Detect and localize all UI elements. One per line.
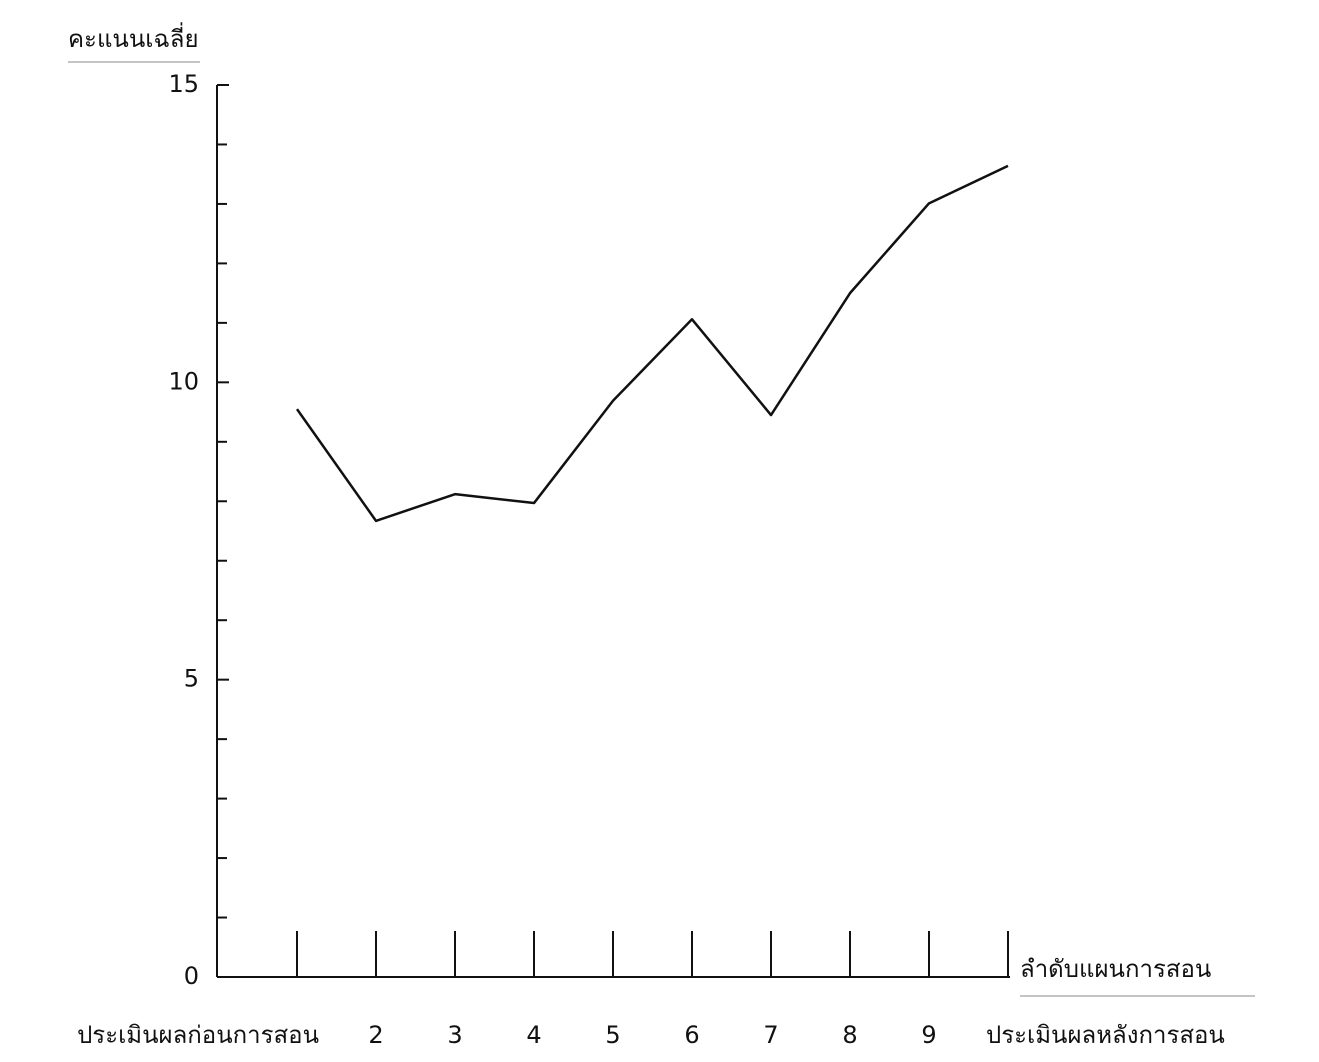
x-tick-label: 5 (605, 1021, 620, 1049)
line (295, 164, 1009, 523)
x-tick-label: 2 (368, 1021, 383, 1049)
x-tick-label: ประเมินผลก่อนการสอน (77, 1021, 319, 1049)
y-tick-label: 15 (168, 70, 199, 98)
y-tick-label: 10 (168, 367, 199, 395)
x-tick-label: 3 (447, 1021, 462, 1049)
x-axis-label: ลำดับแผนการสอน (1020, 955, 1211, 983)
x-tick-label: 7 (763, 1021, 778, 1049)
x-tick-label: 9 (921, 1021, 936, 1049)
x-tick-label: ประเมินผลหลังการสอน (986, 1021, 1225, 1049)
x-tick-label: 4 (526, 1021, 541, 1049)
x-tick-label: 8 (842, 1021, 857, 1049)
x-tick-label: 6 (684, 1021, 699, 1049)
y-tick-label: 5 (184, 665, 199, 693)
y-axis-label: คะแนนเฉลี่ย (68, 22, 199, 53)
y-tick-label: 0 (184, 962, 199, 990)
